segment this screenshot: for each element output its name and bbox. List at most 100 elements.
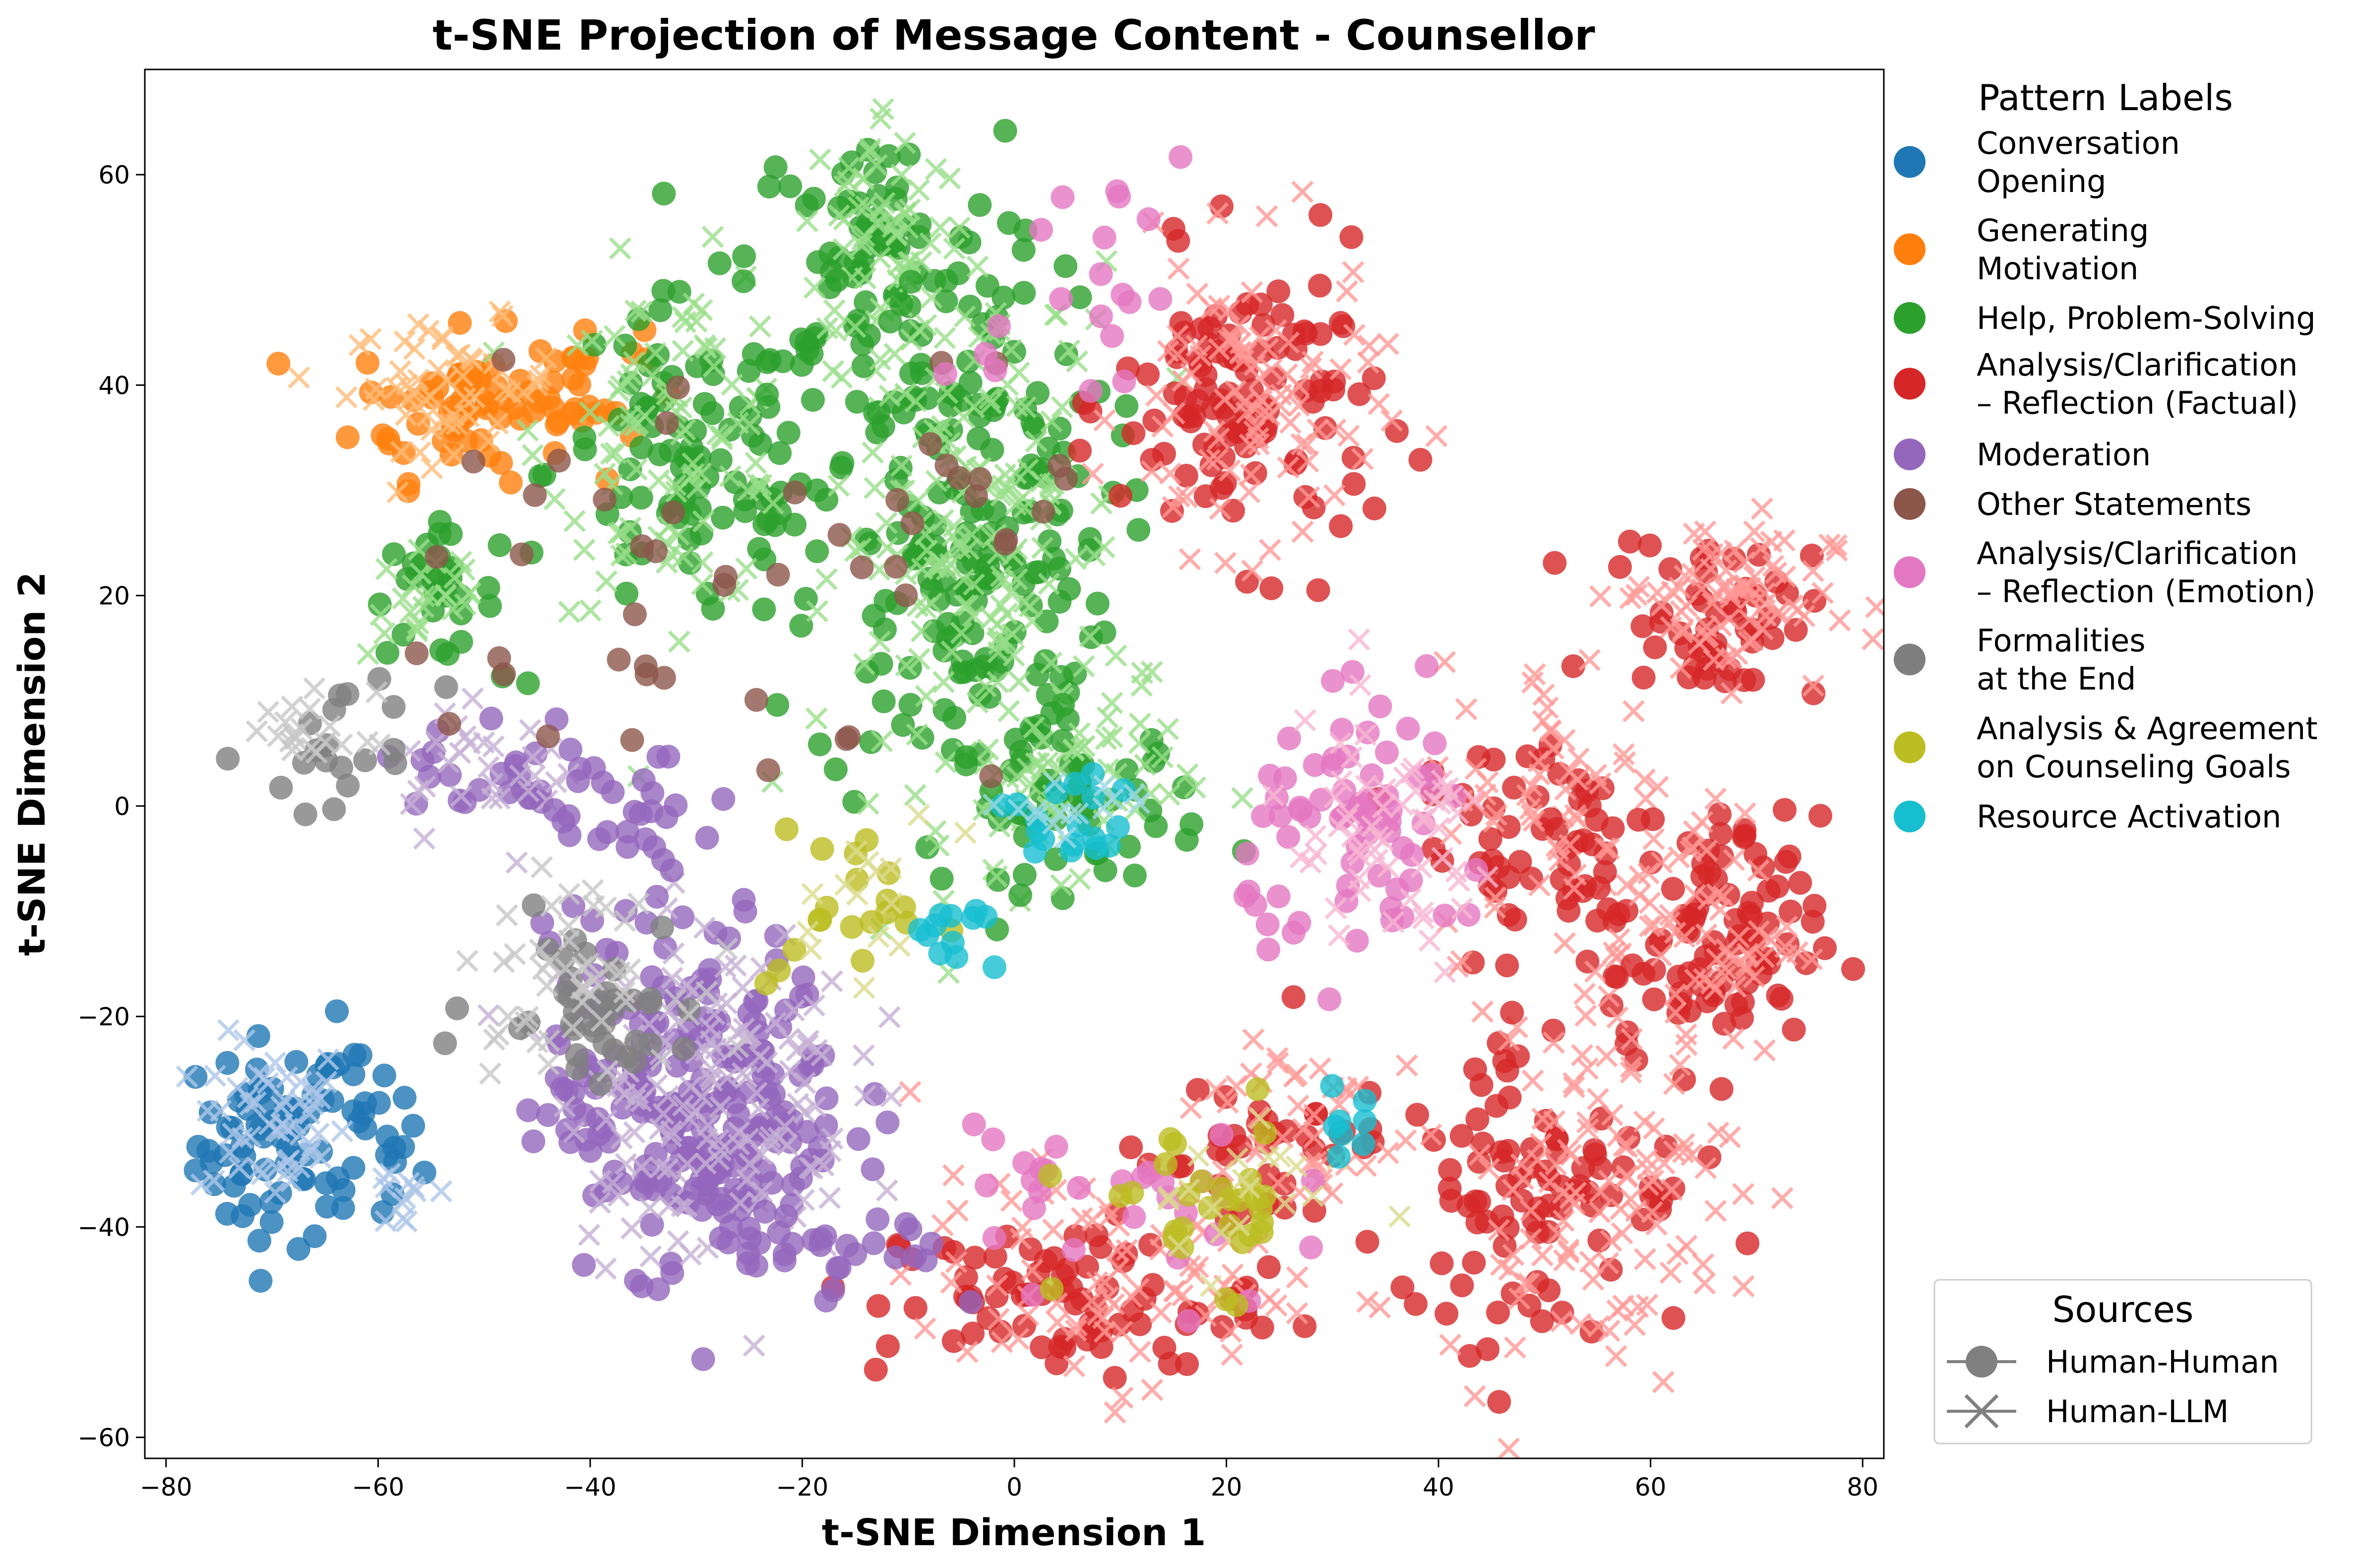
data-point-human-llm <box>1050 874 1072 896</box>
data-point-human-llm <box>1348 844 1371 867</box>
data-point-human-human <box>1117 834 1141 859</box>
data-point-human-llm <box>824 319 847 342</box>
data-point-human-llm <box>1661 580 1683 603</box>
data-point-human-human <box>825 268 849 292</box>
data-point-human-llm <box>1600 1230 1622 1252</box>
data-point-human-llm <box>906 723 929 746</box>
data-point-human-llm <box>1615 874 1638 896</box>
data-point-human-human <box>866 1207 890 1231</box>
data-point-human-human <box>1256 1255 1281 1279</box>
data-point-human-llm <box>1021 1259 1044 1282</box>
data-point-human-llm <box>1615 1166 1638 1189</box>
data-point-human-llm <box>477 756 500 778</box>
data-point-human-llm <box>1594 837 1616 860</box>
data-point-human-llm <box>876 536 899 559</box>
data-point-human-llm <box>940 640 963 663</box>
data-point-human-llm <box>1447 802 1469 825</box>
data-point-human-llm <box>257 700 280 723</box>
data-point-human-human <box>1543 551 1567 575</box>
data-point-human-llm <box>1340 746 1363 769</box>
data-point-human-llm <box>1650 944 1673 967</box>
data-point-human-llm <box>797 1029 819 1052</box>
data-point-human-llm <box>1228 1214 1250 1237</box>
data-point-human-llm <box>1025 752 1048 775</box>
data-point-human-llm <box>994 463 1016 486</box>
data-point-human-llm <box>1606 1006 1629 1029</box>
data-point-human-llm <box>1086 1271 1109 1294</box>
data-point-human-llm <box>1765 562 1787 584</box>
data-point-human-llm <box>1224 379 1247 402</box>
data-point-human-llm <box>845 840 868 863</box>
data-point-human-llm <box>1602 941 1625 964</box>
data-point-human-llm <box>1723 849 1745 872</box>
data-point-human-human <box>1306 578 1330 602</box>
data-point-human-human <box>794 330 818 355</box>
data-point-human-human <box>1142 749 1166 773</box>
data-point-human-human <box>487 646 511 670</box>
data-point-human-human <box>469 428 494 452</box>
data-point-human-llm <box>869 630 891 653</box>
data-point-human-llm <box>566 334 589 357</box>
x-tick-label: 80 <box>1847 1473 1878 1502</box>
data-point-human-human <box>1119 1135 1143 1159</box>
x-axis-ticks: −80 −60 −40 −20 0 20 40 60 80 <box>140 1458 1878 1502</box>
data-point-human-llm <box>1455 698 1478 721</box>
data-point-human-llm <box>393 330 416 353</box>
data-point-human-llm <box>988 815 1011 838</box>
data-point-human-llm <box>301 1135 323 1157</box>
data-point-human-llm <box>803 276 826 299</box>
data-point-human-human <box>1270 303 1295 327</box>
data-point-human-llm <box>900 328 923 351</box>
data-point-human-human <box>982 1226 1006 1250</box>
data-point-human-llm <box>953 594 976 617</box>
data-point-human-human <box>1012 281 1036 305</box>
data-point-human-llm <box>609 237 631 260</box>
data-point-human-llm <box>1598 985 1620 1007</box>
data-point-human-llm <box>1081 462 1104 485</box>
data-point-human-llm <box>1233 391 1255 414</box>
data-point-human-llm <box>1189 344 1212 367</box>
data-point-human-llm <box>222 1122 245 1145</box>
data-point-human-human <box>322 697 346 722</box>
data-point-human-llm <box>1574 1004 1597 1027</box>
data-point-human-human <box>516 1098 540 1123</box>
data-point-human-human <box>1487 1390 1511 1414</box>
data-point-human-llm <box>190 1173 213 1196</box>
data-point-human-human <box>1423 731 1447 755</box>
data-point-human-llm <box>801 882 824 905</box>
data-point-human-llm <box>1622 700 1645 723</box>
data-point-human-llm <box>1732 1275 1755 1298</box>
data-point-human-llm <box>1395 1054 1418 1077</box>
data-point-human-human <box>1308 379 1333 403</box>
data-point-human-llm <box>857 792 879 815</box>
data-point-human-llm <box>1198 449 1221 472</box>
data-point-human-human <box>631 768 656 792</box>
data-point-human-human <box>593 488 617 511</box>
data-point-human-llm <box>932 508 954 531</box>
data-point-human-llm <box>1429 792 1452 815</box>
data-point-human-llm <box>562 1121 585 1143</box>
data-point-human-llm <box>1418 929 1441 952</box>
data-point-human-human <box>1210 1315 1235 1339</box>
data-point-human-human <box>383 751 407 775</box>
data-point-human-llm <box>1128 1340 1151 1363</box>
data-point-human-human <box>1697 1145 1722 1169</box>
data-point-human-llm <box>1101 726 1123 749</box>
data-point-human-llm <box>745 451 767 474</box>
data-point-human-llm <box>849 537 872 560</box>
y-axis-label: t-SNE Dimension 2 <box>11 572 54 956</box>
data-point-human-llm <box>558 601 581 624</box>
data-point-human-human <box>1620 953 1645 978</box>
legend-marker <box>1894 302 1926 334</box>
data-point-human-llm <box>1294 709 1316 732</box>
data-point-human-llm <box>745 1081 768 1104</box>
data-point-human-llm <box>1464 757 1487 780</box>
data-point-human-llm <box>368 733 391 756</box>
legend-marker <box>1894 439 1926 470</box>
data-point-human-llm <box>1762 555 1785 577</box>
data-point-human-llm <box>1367 825 1389 848</box>
data-point-human-human <box>766 563 790 587</box>
data-point-human-human <box>701 597 725 621</box>
data-point-human-llm <box>496 904 518 927</box>
data-point-human-llm <box>679 1243 702 1266</box>
